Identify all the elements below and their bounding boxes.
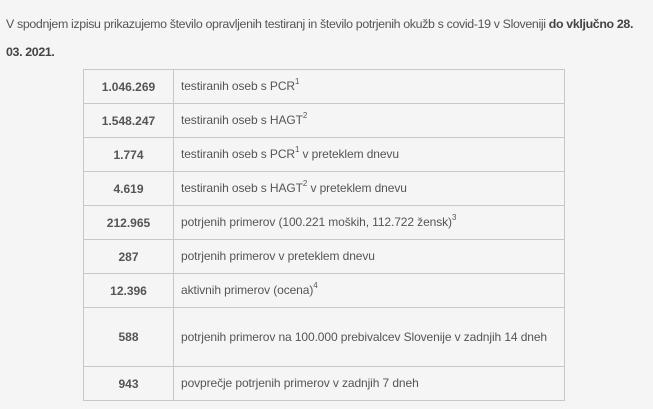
stat-value: 212.965 [83,205,174,240]
stat-label: povprečje potrjenih primerov v zadnjih 7… [173,366,565,401]
intro-text: V spodnjem izpisu prikazujemo število op… [6,17,549,31]
stat-value: 12.396 [83,273,174,308]
footnote-ref[interactable]: 1 [294,145,300,154]
stat-label: potrjenih primerov v preteklem dnevu [173,239,565,274]
label-text: povprečje potrjenih primerov v zadnjih 7… [181,376,419,390]
label-text: testiranih oseb s HAGT [181,113,303,127]
stat-value: 943 [83,366,174,401]
stat-label: aktivnih primerov (ocena)4 [173,273,565,308]
stat-value: 1.548.247 [83,103,174,138]
table-row: 287 potrjenih primerov v preteklem dnevu [83,239,565,274]
intro-paragraph: V spodnjem izpisu prikazujemo število op… [6,10,652,66]
label-text: testiranih oseb s HAGT [181,181,303,195]
stat-label: testiranih oseb s PCR1 [173,69,565,104]
label-text: potrjenih primerov v preteklem dnevu [181,249,375,263]
stat-label: potrjenih primerov (100.221 moških, 112.… [173,205,565,240]
stat-label: potrjenih primerov na 100.000 prebivalce… [173,307,565,367]
table-row: 1.046.269 testiranih oseb s PCR1 [83,69,565,104]
table-row: 1.774 testiranih oseb s PCR1 v preteklem … [83,137,565,172]
table-row: 212.965 potrjenih primerov (100.221 moški… [83,205,565,240]
label-text: testiranih oseb s PCR [181,79,295,93]
footnote-ref[interactable]: 1 [294,77,300,86]
stat-value: 588 [83,307,174,367]
footnote-ref[interactable]: 3 [451,213,457,222]
label-text: potrjenih primerov na 100.000 prebivalce… [181,329,548,344]
stat-value: 1.046.269 [83,69,174,104]
stat-label: testiranih oseb s HAGT2 [173,103,565,138]
stat-value: 1.774 [83,137,174,172]
label-suffix: v preteklem dnevu [307,181,407,195]
covid-stats-table: 1.046.269 testiranih oseb s PCR1 1.548.247… [83,69,565,401]
stat-value: 4.619 [83,171,174,206]
table-row: 12.396 aktivnih primerov (ocena)4 [83,273,565,308]
footnote-ref[interactable]: 2 [302,179,308,188]
label-text: potrjenih primerov (100.221 moških, 112.… [181,215,452,229]
footnote-ref[interactable]: 4 [313,281,318,290]
stat-label: testiranih oseb s HAGT2 v preteklem dnev… [173,171,565,206]
stat-value: 287 [83,239,174,274]
table-row: 943 povprečje potrjenih primerov v zadnji… [83,366,565,401]
table-row: 1.548.247 testiranih oseb s HAGT2 [83,103,565,138]
table-row: 4.619 testiranih oseb s HAGT2 v preteklem… [83,171,565,206]
stat-label: testiranih oseb s PCR1 v preteklem dnevu [173,137,565,172]
footnote-ref[interactable]: 2 [302,111,308,120]
label-text: testiranih oseb s PCR [181,147,295,161]
label-suffix: v preteklem dnevu [299,147,399,161]
label-text: aktivnih primerov (ocena) [181,283,314,297]
intro-date: do vključno 28. 03. 2021. [6,17,634,59]
table-row: 588 potrjenih primerov na 100.000 prebiva… [83,307,565,367]
